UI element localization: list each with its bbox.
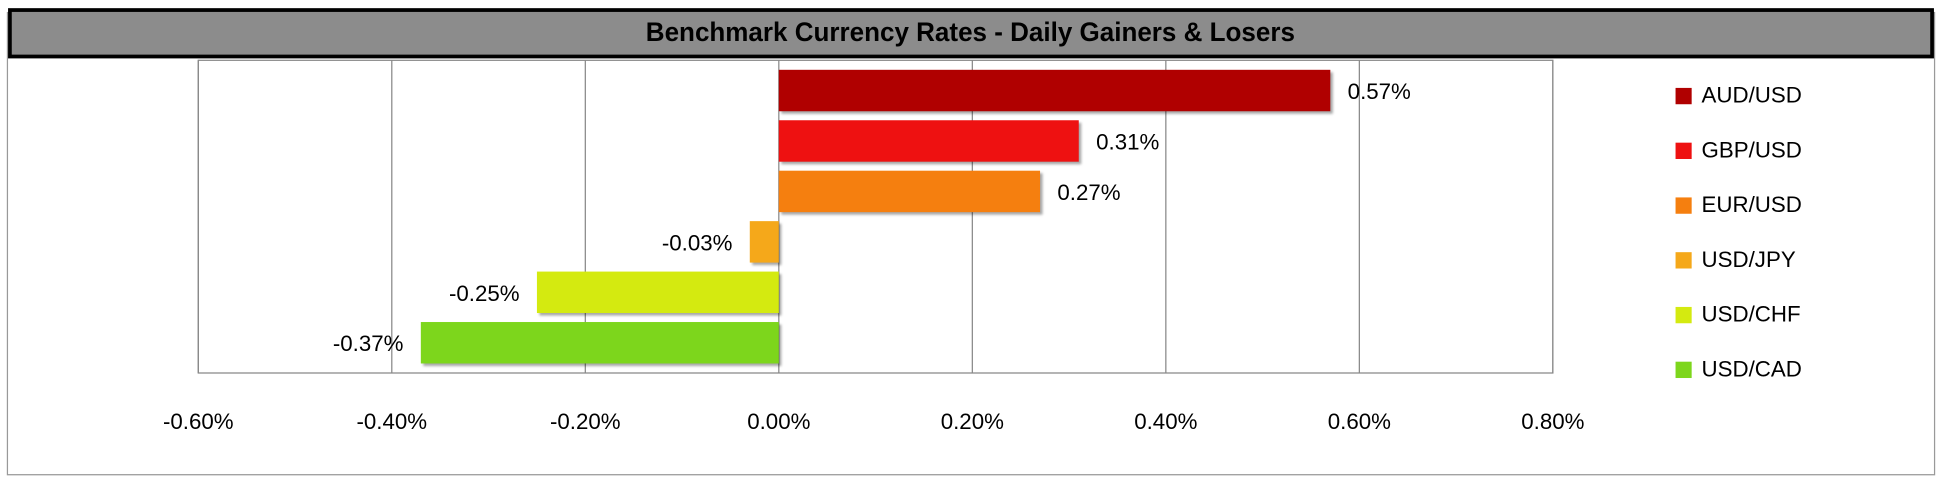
data-label: 0.27% — [1057, 180, 1120, 205]
legend-label: USD/JPY — [1702, 247, 1796, 272]
bar — [778, 69, 1331, 112]
legend-label: EUR/USD — [1702, 192, 1802, 217]
x-tick-label: 0.60% — [1328, 409, 1391, 434]
bar — [778, 120, 1079, 162]
legend-label: USD/CHF — [1702, 302, 1801, 327]
bar — [778, 170, 1041, 213]
legend-swatch — [1675, 361, 1692, 379]
chart-title: Benchmark Currency Rates - Daily Gainers… — [646, 17, 1295, 47]
legend-swatch — [1675, 306, 1692, 324]
legend-label: USD/CAD — [1702, 356, 1802, 381]
x-tick-label: 0.20% — [941, 409, 1004, 434]
legend-swatch — [1675, 252, 1692, 269]
x-tick-label: -0.60% — [163, 409, 234, 434]
x-tick-label: -0.40% — [356, 409, 427, 434]
legend-swatch — [1675, 197, 1692, 214]
x-tick-label: 0.00% — [747, 409, 810, 434]
data-label: -0.25% — [449, 281, 520, 306]
data-label: -0.37% — [333, 331, 404, 356]
legend-label: AUD/USD — [1702, 83, 1802, 108]
legend-swatch — [1675, 87, 1692, 105]
bar — [420, 322, 779, 364]
data-label: 0.31% — [1096, 129, 1159, 154]
data-label: 0.57% — [1348, 79, 1411, 104]
legend-swatch — [1675, 142, 1692, 159]
bar — [536, 271, 779, 314]
x-tick-label: -0.20% — [550, 409, 621, 434]
bar — [749, 221, 779, 263]
legend-label: GBP/USD — [1702, 137, 1802, 162]
x-tick-label: 0.40% — [1134, 409, 1197, 434]
title-bar — [8, 8, 1934, 59]
data-label: -0.03% — [662, 230, 733, 255]
x-tick-label: 0.80% — [1521, 409, 1584, 434]
